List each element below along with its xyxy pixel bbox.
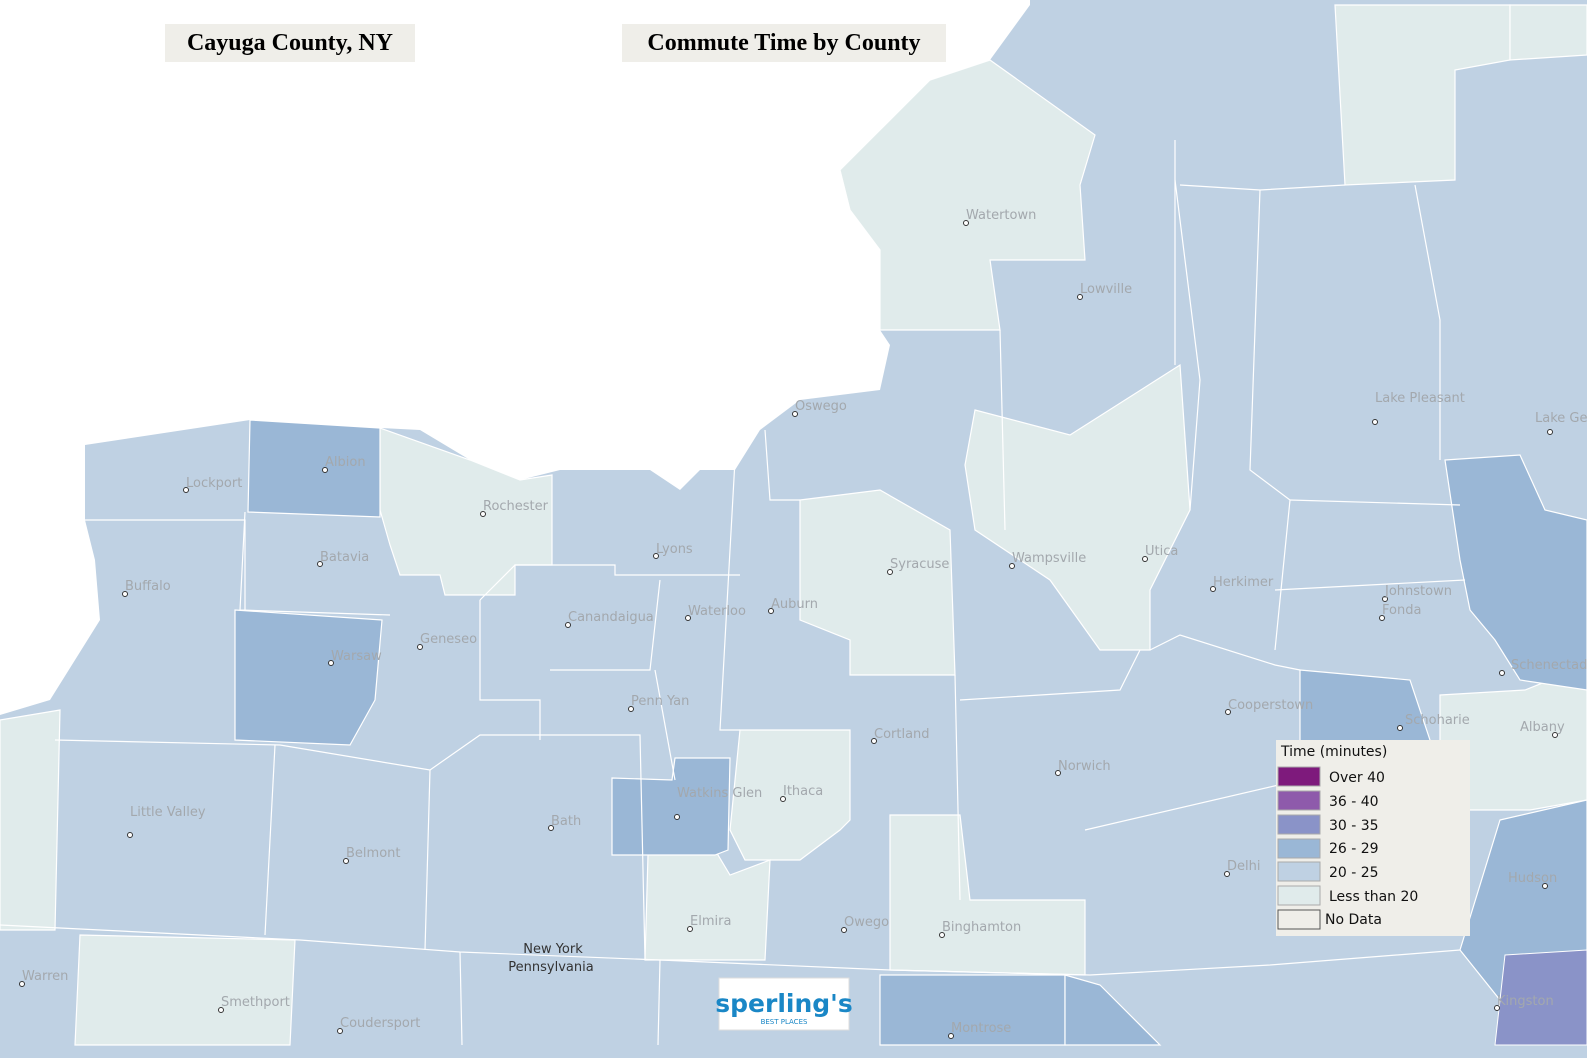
legend-label: 20 - 25 <box>1329 865 1379 881</box>
city-label: Lockport <box>186 476 242 491</box>
city-label: Lyons <box>656 542 693 557</box>
title-box <box>165 24 415 62</box>
city-label: Warsaw <box>331 649 382 664</box>
city-label: Belmont <box>346 846 400 861</box>
city-label: Wampsville <box>1012 551 1086 566</box>
logo: sperling's BEST PLACES <box>715 977 853 1031</box>
legend-swatch <box>1277 814 1321 835</box>
cities: Watertown Lowville Oswego Lockport Albio… <box>19 208 1587 1039</box>
city-label: Herkimer <box>1213 575 1274 590</box>
legend-swatch <box>1277 766 1321 787</box>
city-label: Cooperstown <box>1228 698 1313 713</box>
city-label: Cortland <box>874 727 930 742</box>
counties-low <box>0 4 1587 1046</box>
city-label: Johnstown <box>1384 584 1452 599</box>
city-label: Watertown <box>966 208 1036 223</box>
legend-swatch <box>1277 885 1321 906</box>
city-label: Hudson <box>1508 871 1557 886</box>
city-label: Watkins Glen <box>677 786 762 801</box>
city-label: Owego <box>844 915 889 930</box>
state-label: New York <box>523 942 583 957</box>
city-label: Buffalo <box>125 579 171 594</box>
city-label: Geneseo <box>420 632 477 647</box>
city-label: Lake George <box>1535 411 1587 426</box>
city-label: Montrose <box>951 1021 1011 1036</box>
city-label: Fonda <box>1382 603 1421 618</box>
city-label: Albion <box>325 455 366 470</box>
counties-mid <box>234 419 1587 1046</box>
legend-label: Over 40 <box>1329 770 1385 786</box>
city-label: Coudersport <box>340 1016 420 1031</box>
legend-swatch <box>1277 861 1321 882</box>
subtitle: Commute Time by County <box>647 30 920 56</box>
legend-swatch <box>1277 909 1321 930</box>
legend-label: 36 - 40 <box>1329 794 1379 810</box>
logo-box <box>718 977 850 1031</box>
city-label: Penn Yan <box>631 694 689 709</box>
city-label: Smethport <box>221 995 290 1010</box>
city-label: Rochester <box>483 499 549 514</box>
city-label: Batavia <box>320 550 369 565</box>
city-label: Lowville <box>1080 282 1132 297</box>
city-label: Albany <box>1520 720 1565 735</box>
city-label: Waterloo <box>688 604 746 619</box>
city-label: Warren <box>22 969 68 984</box>
city-label: Binghamton <box>942 920 1021 935</box>
city-label: Syracuse <box>890 557 949 572</box>
legend-swatch <box>1277 790 1321 811</box>
city-label: Delhi <box>1227 859 1260 874</box>
legend-label: Less than 20 <box>1329 889 1418 905</box>
city-label: Norwich <box>1058 759 1111 774</box>
legend: Time (minutes) Over 40 36 - 40 30 - 35 2… <box>1276 740 1470 936</box>
city-label: Elmira <box>690 914 731 929</box>
legend-label: 26 - 29 <box>1329 841 1379 857</box>
legend-label: No Data <box>1325 912 1382 928</box>
legend-title: Time (minutes) <box>1280 744 1387 760</box>
legend-swatch <box>1277 838 1321 859</box>
city-label: Auburn <box>771 597 818 612</box>
city-label: Kingston <box>1497 994 1554 1009</box>
logo-tagline: BEST PLACES <box>761 1018 808 1026</box>
state-label: Pennsylvania <box>508 960 593 975</box>
city-label: Canandaigua <box>568 610 654 625</box>
city-label: Little Valley <box>130 805 206 820</box>
city-label: Schoharie <box>1405 713 1470 728</box>
city-label: Bath <box>551 814 581 829</box>
county-high <box>1494 949 1587 1046</box>
city-label: Lake Pleasant <box>1375 391 1465 406</box>
lake <box>0 0 1030 715</box>
logo-name: sperling's <box>715 989 852 1018</box>
subtitle-box <box>622 24 946 62</box>
title: Cayuga County, NY <box>187 30 393 56</box>
city-label: Ithaca <box>783 784 823 799</box>
city-label: Schenectady <box>1511 658 1587 673</box>
county-borders <box>0 140 1466 1046</box>
legend-label: 30 - 35 <box>1329 818 1379 834</box>
city-label: Utica <box>1145 544 1178 559</box>
city-label: Oswego <box>795 399 847 414</box>
